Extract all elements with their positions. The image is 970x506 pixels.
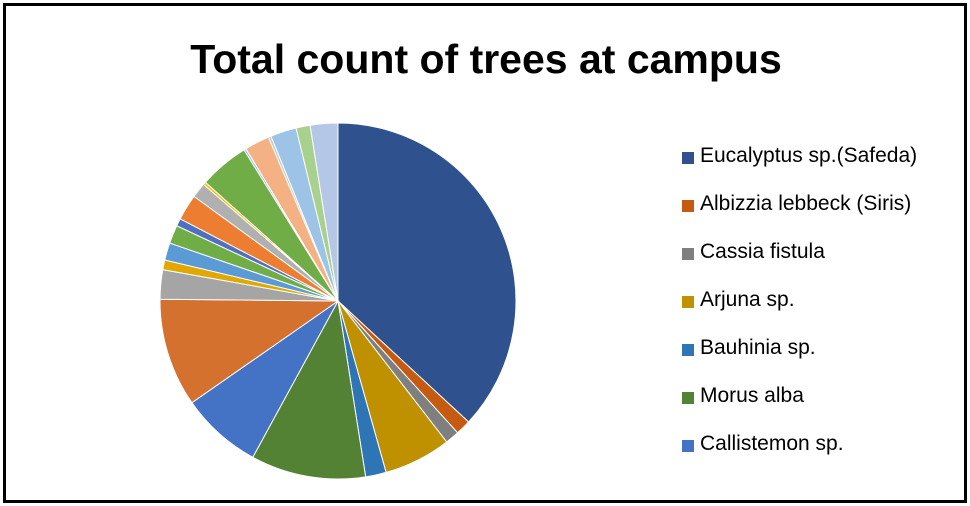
legend-swatch (682, 344, 694, 356)
pie-slice-5 (252, 299, 367, 480)
legend-label: Morus alba (700, 384, 804, 407)
legend-item: Eucalyptus sp.(Safeda) (682, 144, 970, 192)
legend-swatch (682, 152, 694, 164)
legend-label: Arjuna sp. (700, 288, 795, 311)
pie-chart (159, 122, 517, 480)
legend-swatch (682, 200, 694, 212)
chart-title: Total count of trees at campus (190, 36, 782, 82)
legend-swatch (682, 440, 694, 452)
legend-item: Callistemon sp. (682, 432, 970, 480)
legend-item: Albizzia lebbeck (Siris) (682, 192, 970, 240)
chart-frame: Total count of trees at campus Eucalyptu… (3, 3, 967, 503)
legend-label: Eucalyptus sp.(Safeda) (700, 144, 918, 167)
legend-item: Morus alba (682, 384, 970, 432)
legend-label: Callistemon sp. (700, 432, 844, 455)
legend-label: Bauhinia sp. (700, 336, 816, 359)
legend-item: Bauhinia sp. (682, 336, 970, 384)
legend-item: Cassia fistula (682, 240, 970, 288)
legend-label: Albizzia lebbeck (Siris) (700, 192, 912, 215)
pie-slice-0 (337, 122, 517, 423)
legend-swatch (682, 296, 694, 308)
pie-slice-22 (309, 122, 339, 302)
legend-label: Cassia fistula (700, 240, 825, 263)
legend-swatch (682, 248, 694, 260)
legend-swatch (682, 392, 694, 404)
chart-legend: Eucalyptus sp.(Safeda) Albizzia lebbeck (… (682, 144, 970, 480)
legend-item: Arjuna sp. (682, 288, 970, 336)
pie-slice-7 (159, 298, 340, 404)
